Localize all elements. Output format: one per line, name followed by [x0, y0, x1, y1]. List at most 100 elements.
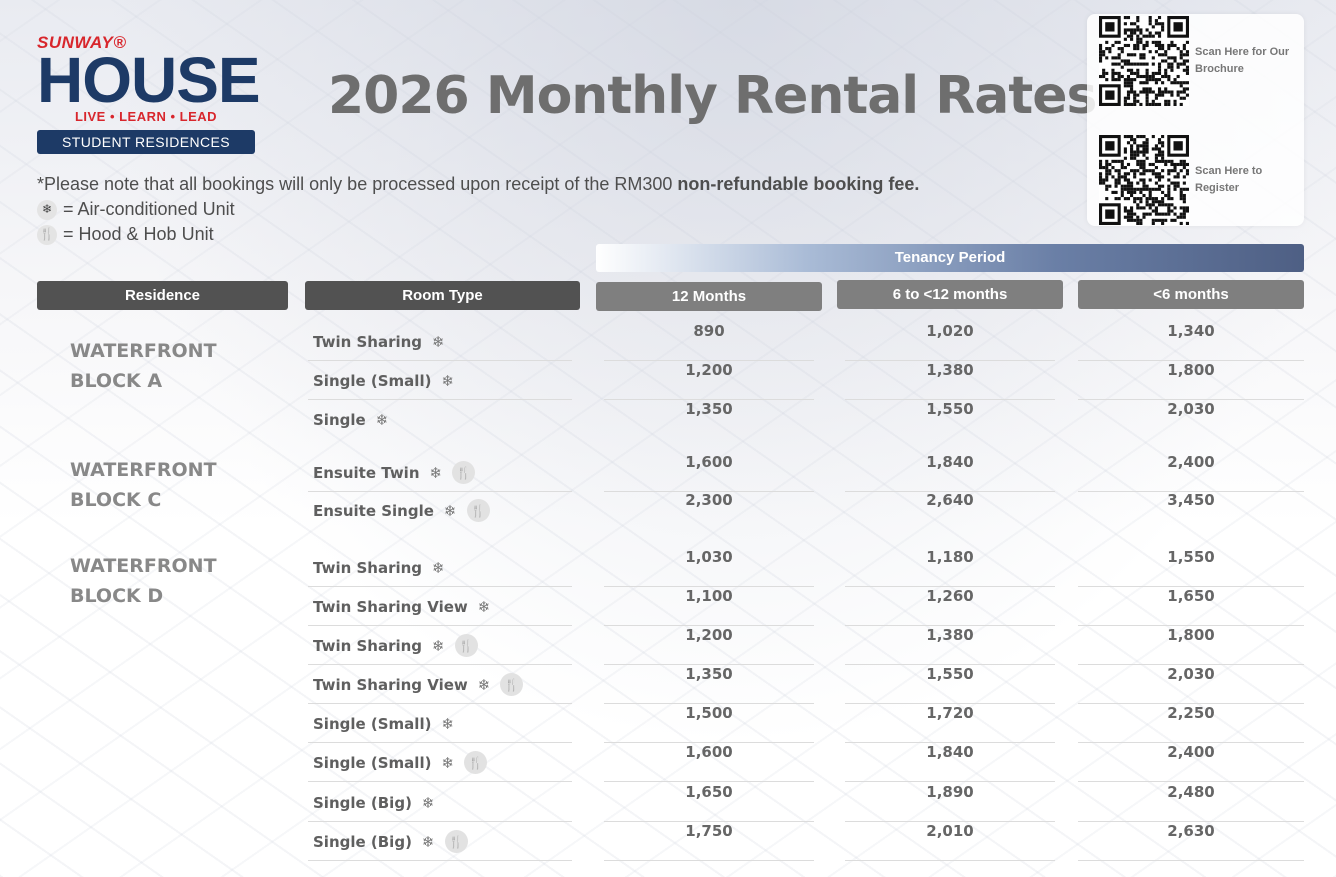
row-divider	[1078, 781, 1304, 782]
row-divider	[1078, 703, 1304, 704]
snowflake-icon: ❄	[441, 753, 455, 772]
cutlery-icon: 🍴	[466, 499, 490, 522]
room-type-label: Single	[313, 410, 366, 429]
residence-block-a-line1: WATERFRONT	[70, 340, 217, 362]
room-type-label: Twin Sharing View	[313, 675, 468, 694]
room-type-label: Single (Small)	[313, 371, 432, 390]
rate-12-months: 1,030	[685, 548, 733, 566]
row-divider	[604, 491, 814, 492]
rate-under-6-months: 2,400	[1167, 453, 1215, 471]
snowflake-icon: ❄	[477, 675, 491, 694]
rate-under-6-months: 1,550	[1167, 548, 1215, 566]
rate-6-to-12-months: 1,890	[926, 783, 974, 801]
residence-block-c-line1: WATERFRONT	[70, 459, 217, 481]
row-divider	[308, 742, 572, 743]
residence-block-d-line2: BLOCK D	[70, 585, 164, 607]
residence-block-d: WATERFRONT BLOCK D	[70, 551, 217, 611]
table-row: Single (Small) ❄ 1,500 1,720 2,250	[0, 704, 1336, 743]
row-divider	[845, 491, 1055, 492]
row-divider	[604, 781, 814, 782]
register-qr-code[interactable]	[1099, 135, 1189, 225]
snowflake-icon: ❄	[421, 832, 435, 851]
brochure-qr-code[interactable]	[1099, 16, 1189, 106]
brochure-qr-text: Scan Here for Our Brochure	[1195, 46, 1290, 75]
header-under-6-months: <6 months	[1078, 280, 1304, 309]
room-type-label: Single (Big)	[313, 793, 412, 812]
rate-6-to-12-months: 1,020	[926, 322, 974, 340]
tenancy-period-header: Tenancy Period	[596, 244, 1304, 272]
notes: *Please note that all bookings will only…	[37, 172, 919, 247]
rate-12-months: 1,200	[685, 626, 733, 644]
rate-12-months: 1,750	[685, 822, 733, 840]
row-divider	[845, 703, 1055, 704]
residence-block-a-line2: BLOCK A	[70, 370, 163, 392]
rate-under-6-months: 2,250	[1167, 704, 1215, 722]
row-divider	[308, 586, 572, 587]
room-type-cell: Twin Sharing View ❄	[313, 587, 490, 626]
row-divider	[604, 860, 814, 861]
row-divider	[308, 860, 572, 861]
table-row: Twin Sharing ❄ 1,030 1,180 1,550	[0, 548, 1336, 587]
row-divider	[604, 703, 814, 704]
row-divider	[845, 399, 1055, 400]
cutlery-icon: 🍴	[452, 461, 476, 484]
row-divider	[1078, 586, 1304, 587]
sunway-house-logo: SUNWAY® HOUSE LIVE • LEARN • LEAD STUDEN…	[37, 33, 261, 154]
row-divider	[604, 360, 814, 361]
row-divider	[1078, 360, 1304, 361]
room-type-label: Ensuite Single	[313, 501, 434, 520]
room-type-cell: Twin Sharing ❄	[313, 322, 445, 361]
room-type-cell: Ensuite Twin ❄ 🍴	[313, 453, 476, 492]
rate-12-months: 1,350	[685, 665, 733, 683]
rate-6-to-12-months: 1,840	[926, 453, 974, 471]
rate-under-6-months: 2,030	[1167, 400, 1215, 418]
room-type-label: Twin Sharing View	[313, 597, 468, 616]
room-type-cell: Twin Sharing View ❄ 🍴	[313, 665, 524, 704]
row-divider	[308, 664, 572, 665]
ac-legend-text: = Air-conditioned Unit	[63, 199, 235, 219]
snowflake-icon: ❄	[375, 410, 389, 429]
table-row: Twin Sharing ❄ 🍴 1,200 1,380 1,800	[0, 626, 1336, 665]
row-divider	[1078, 742, 1304, 743]
rate-12-months: 2,300	[685, 491, 733, 509]
rate-6-to-12-months: 1,840	[926, 743, 974, 761]
rate-12-months: 1,600	[685, 453, 733, 471]
snowflake-icon: ❄	[432, 636, 445, 655]
booking-note: *Please note that all bookings will only…	[37, 172, 919, 197]
table-row: Single (Small) ❄ 🍴 1,600 1,840 2,400	[0, 743, 1336, 782]
room-type-label: Single (Small)	[313, 753, 432, 772]
rate-12-months: 890	[693, 322, 725, 340]
row-divider	[845, 586, 1055, 587]
rate-12-months: 1,350	[685, 400, 733, 418]
snowflake-icon: ❄	[432, 332, 445, 351]
row-divider	[308, 821, 572, 822]
rate-12-months: 1,650	[685, 783, 733, 801]
rate-under-6-months: 1,340	[1167, 322, 1215, 340]
room-type-cell: Twin Sharing ❄	[313, 548, 445, 587]
header-room-type: Room Type	[305, 281, 580, 310]
table-row: Single ❄ 1,350 1,550 2,030	[0, 400, 1336, 439]
row-divider	[845, 742, 1055, 743]
row-divider	[604, 399, 814, 400]
cutlery-icon: 🍴	[464, 751, 488, 774]
rate-6-to-12-months: 1,720	[926, 704, 974, 722]
rate-6-to-12-months: 1,550	[926, 400, 974, 418]
page-title: 2026 Monthly Rental Rates	[328, 66, 1097, 126]
rate-6-to-12-months: 1,550	[926, 665, 974, 683]
logo-subtitle: STUDENT RESIDENCES	[37, 130, 255, 154]
room-type-cell: Single ❄	[313, 400, 388, 439]
rate-6-to-12-months: 1,380	[926, 626, 974, 644]
rate-6-to-12-months: 2,640	[926, 491, 974, 509]
rate-12-months: 1,100	[685, 587, 733, 605]
logo-tagline: LIVE • LEARN • LEAD	[74, 109, 218, 124]
table-row: Ensuite Single ❄ 🍴 2,300 2,640 3,450	[0, 491, 1336, 530]
table-row: Single (Small) ❄ 1,200 1,380 1,800	[0, 361, 1336, 400]
row-divider	[845, 625, 1055, 626]
residence-block-c-line2: BLOCK C	[70, 489, 162, 511]
rate-under-6-months: 2,400	[1167, 743, 1215, 761]
rate-12-months: 1,200	[685, 361, 733, 379]
rate-under-6-months: 2,030	[1167, 665, 1215, 683]
residence-block-c: WATERFRONT BLOCK C	[70, 455, 217, 515]
room-type-cell: Ensuite Single ❄ 🍴	[313, 491, 490, 530]
room-type-cell: Single (Big) ❄ 🍴	[313, 822, 468, 861]
